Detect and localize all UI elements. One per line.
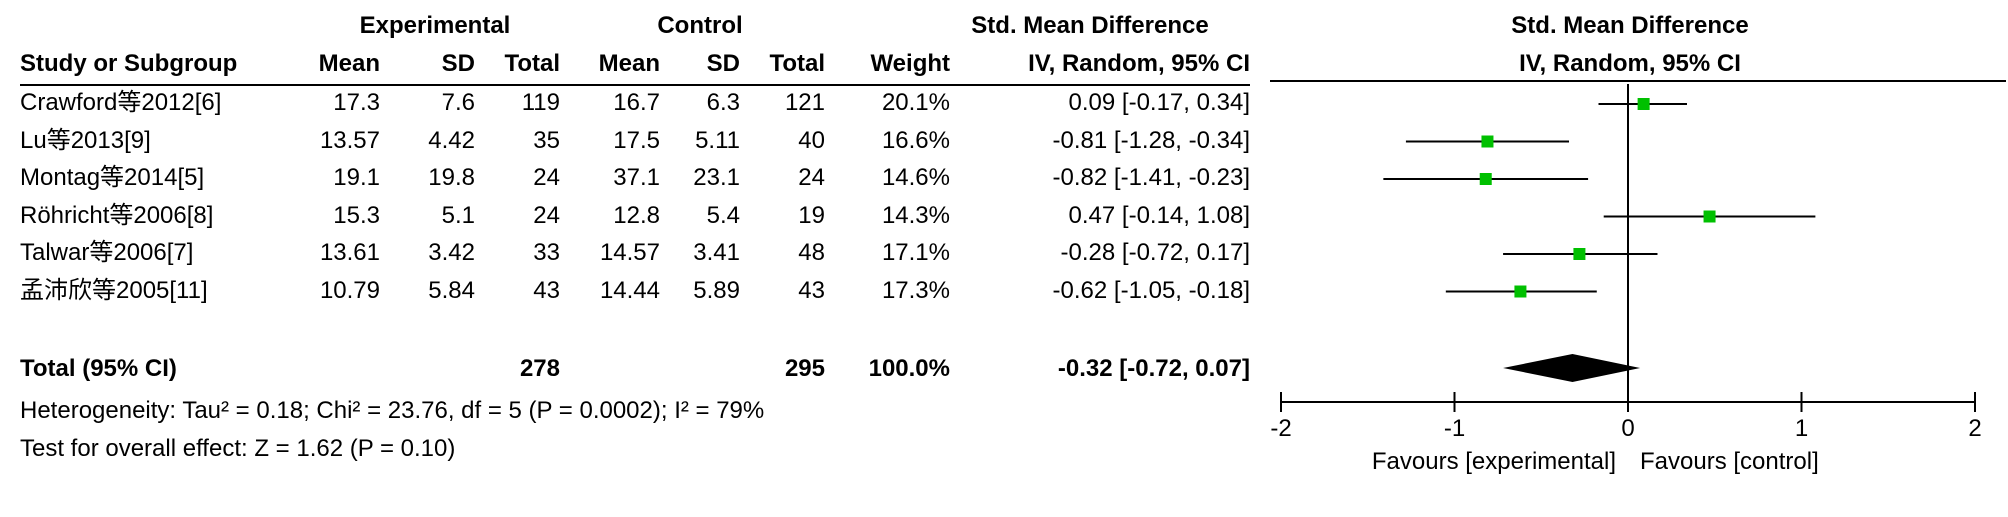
exp-sd: 19.8 <box>428 164 475 191</box>
exp-mean: 13.61 <box>319 239 380 266</box>
plot-header-rule <box>1270 80 2006 82</box>
ctl-mean-column-header: Mean <box>598 50 660 77</box>
total-label: Total (95% CI) <box>20 355 177 382</box>
weight: 20.1% <box>881 89 950 116</box>
ctl-sd-column-header: SD <box>706 50 740 77</box>
study-name: 孟沛欣等2005[11] <box>20 276 208 304</box>
ctl-sd: 23.1 <box>693 164 740 191</box>
exp-total: 24 <box>533 201 560 229</box>
exp-sd: 4.42 <box>428 126 475 154</box>
exp-sd-column-header: SD <box>441 50 475 77</box>
weight: 17.1% <box>881 239 950 266</box>
total-ctl-total: 295 <box>784 355 825 382</box>
exp-total: 35 <box>533 126 560 154</box>
exp-total-column-header: Total <box>504 50 560 77</box>
ci-text: 0.47 [-0.14, 1.08] <box>1068 201 1250 229</box>
ctl-total: 121 <box>784 89 825 116</box>
x-tick-label: 1 <box>1795 415 1808 442</box>
exp-total: 43 <box>533 276 560 304</box>
summary-diamond <box>1503 354 1641 382</box>
ci-text: 0.09 [-0.17, 0.34] <box>1068 89 1250 116</box>
effect-marker <box>1637 98 1650 110</box>
effect-marker <box>1514 285 1527 298</box>
effect-marker <box>1703 210 1716 223</box>
heterogeneity-text: Heterogeneity: Tau² = 0.18; Chi² = 23.76… <box>20 397 765 424</box>
ctl-sd: 5.11 <box>695 126 740 154</box>
plot-method-header: IV, Random, 95% CI <box>1519 50 1741 77</box>
exp-mean-column-header: Mean <box>318 50 380 77</box>
exp-mean: 13.57 <box>319 126 380 154</box>
ctl-total: 19 <box>798 201 825 229</box>
weight: 14.6% <box>881 164 950 191</box>
plot-title-header: Std. Mean Difference <box>1511 12 1749 39</box>
study-name: Röhricht等2006[8] <box>20 201 214 229</box>
ctl-sd: 5.4 <box>706 201 740 229</box>
ctl-total: 40 <box>798 126 825 154</box>
ctl-mean: 12.8 <box>613 201 660 229</box>
ctl-mean: 14.57 <box>599 239 660 266</box>
ctl-total: 24 <box>798 164 825 191</box>
x-tick-label: 0 <box>1621 415 1634 442</box>
effect-method-header: IV, Random, 95% CI <box>1028 50 1250 77</box>
exp-mean: 15.3 <box>333 201 380 229</box>
exp-sd: 3.42 <box>428 239 475 266</box>
ctl-total: 43 <box>798 276 825 304</box>
exp-total: 24 <box>533 164 560 191</box>
ci-text: -0.28 [-0.72, 0.17] <box>1060 239 1250 266</box>
overall-effect-text: Test for overall effect: Z = 1.62 (P = 0… <box>20 435 456 462</box>
weight: 17.3% <box>881 276 950 304</box>
x-tick-label: -1 <box>1444 415 1465 442</box>
weight-column-header: Weight <box>870 50 950 77</box>
x-tick-label: -2 <box>1270 415 1291 442</box>
total-exp-total: 278 <box>519 355 560 382</box>
exp-mean: 17.3 <box>333 89 380 116</box>
effect-title-header: Std. Mean Difference <box>971 12 1209 39</box>
ctl-mean: 37.1 <box>613 164 660 191</box>
favours-left-label: Favours [experimental] <box>1372 448 1616 475</box>
ci-text: -0.81 [-1.28, -0.34] <box>1052 126 1250 154</box>
effect-marker <box>1481 135 1494 148</box>
study-name: Crawford等2012[6] <box>20 89 222 116</box>
ctl-mean: 16.7 <box>613 89 660 116</box>
ctl-mean: 17.5 <box>613 126 660 154</box>
effect-marker <box>1573 248 1586 260</box>
exp-mean: 19.1 <box>333 164 380 191</box>
ctl-total: 48 <box>798 239 825 266</box>
ci-text: -0.62 [-1.05, -0.18] <box>1052 276 1250 304</box>
experimental-group-header: Experimental <box>359 12 511 39</box>
study-column-header: Study or Subgroup <box>20 50 238 77</box>
exp-sd: 7.6 <box>441 89 475 116</box>
favours-right-label: Favours [control] <box>1640 448 1819 475</box>
exp-sd: 5.1 <box>441 201 475 229</box>
total-weight: 100.0% <box>868 355 950 382</box>
weight: 14.3% <box>881 201 950 229</box>
ctl-total-column-header: Total <box>769 50 825 77</box>
exp-total: 33 <box>533 239 560 266</box>
study-name: Lu等2013[9] <box>20 126 151 154</box>
ci-text: -0.82 [-1.41, -0.23] <box>1052 164 1250 191</box>
weight: 16.6% <box>881 126 950 154</box>
ctl-sd: 3.41 <box>693 239 740 266</box>
total-ci-text: -0.32 [-0.72, 0.07] <box>1057 355 1250 382</box>
x-tick-label: 2 <box>1968 415 1981 442</box>
effect-marker <box>1479 173 1492 185</box>
exp-mean: 10.79 <box>319 276 380 304</box>
study-name: Talwar等2006[7] <box>20 239 194 266</box>
ctl-sd: 5.89 <box>693 276 740 304</box>
study-name: Montag等2014[5] <box>20 164 205 191</box>
header-rule <box>20 84 1250 86</box>
control-group-header: Control <box>657 12 743 39</box>
exp-total: 119 <box>521 89 560 116</box>
ctl-sd: 6.3 <box>706 89 740 116</box>
exp-sd: 5.84 <box>428 276 475 304</box>
ctl-mean: 14.44 <box>599 276 660 304</box>
